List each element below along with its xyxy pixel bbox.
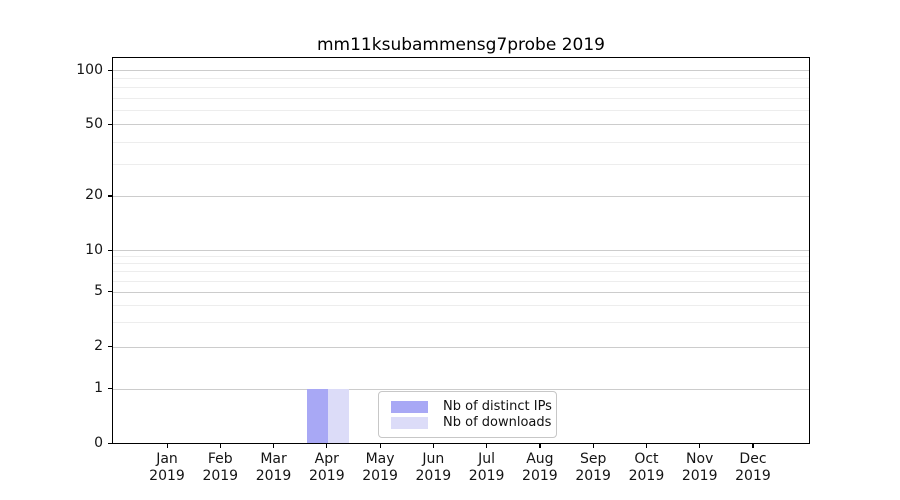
x-tick-mark	[273, 444, 275, 448]
bar-nb-of-distinct-ips-apr	[306, 388, 328, 443]
x-tick-label-oct: Oct 2019	[628, 451, 665, 484]
bar-nb-of-downloads-apr	[327, 388, 349, 443]
x-tick-mark	[166, 444, 168, 448]
x-tick-label-jun: Jun 2019	[415, 451, 452, 484]
x-tick-label-may: May 2019	[362, 451, 398, 484]
minor-gridline	[113, 256, 809, 258]
y-tick-label: 2	[94, 338, 103, 355]
x-tick-mark	[592, 444, 594, 448]
y-tick-label: 0	[94, 435, 103, 451]
minor-gridline	[113, 141, 809, 143]
x-tick-mark	[486, 444, 488, 448]
y-tick-mark	[108, 388, 112, 390]
minor-gridline	[113, 87, 809, 89]
major-gridline	[113, 195, 809, 197]
minor-gridline	[113, 280, 809, 282]
y-tick-label: 50	[85, 115, 103, 132]
plot-area	[112, 57, 810, 444]
y-tick-label: 1	[94, 380, 103, 396]
x-tick-label-feb: Feb 2019	[202, 451, 239, 484]
major-gridline	[113, 250, 809, 251]
y-tick-label: 5	[94, 283, 103, 300]
legend-swatch-distinct-ips	[391, 400, 428, 413]
minor-gridline	[113, 263, 809, 265]
x-tick-label-jan: Jan 2019	[149, 451, 185, 484]
x-tick-label-nov: Nov 2019	[681, 451, 718, 484]
x-tick-label-sep: Sep 2019	[575, 451, 611, 484]
x-tick-mark	[219, 444, 221, 448]
y-tick-mark	[108, 195, 112, 197]
major-gridline	[113, 388, 809, 390]
legend-label-distinct-ips: Nb of distinct IPs	[443, 399, 552, 414]
y-tick-mark	[108, 346, 112, 348]
major-gridline	[113, 70, 809, 71]
y-tick-mark	[108, 443, 112, 445]
minor-gridline	[113, 164, 809, 166]
y-tick-mark	[108, 69, 112, 71]
major-gridline	[113, 124, 809, 126]
x-tick-label-jul: Jul 2019	[468, 451, 505, 484]
minor-gridline	[113, 305, 809, 307]
y-tick-mark	[108, 291, 112, 293]
x-tick-mark	[432, 444, 435, 448]
minor-gridline	[113, 271, 809, 273]
x-tick-label-dec: Dec 2019	[735, 451, 771, 484]
y-tick-mark	[108, 123, 112, 125]
y-tick-label: 100	[76, 61, 103, 78]
minor-gridline	[113, 109, 809, 111]
x-tick-label-aug: Aug 2019	[522, 451, 558, 484]
x-tick-mark	[699, 444, 701, 448]
y-tick-mark	[108, 249, 112, 251]
legend-label-downloads: Nb of downloads	[443, 415, 552, 430]
minor-gridline	[113, 97, 809, 99]
y-tick-label: 20	[85, 187, 103, 204]
minor-gridline	[113, 322, 809, 324]
x-tick-mark	[326, 444, 328, 448]
x-tick-mark	[752, 444, 754, 448]
legend-swatch-downloads	[391, 416, 428, 429]
chart-title: mm11ksubammensg7probe 2019	[317, 35, 605, 55]
x-tick-mark	[645, 444, 648, 448]
minor-gridline	[113, 78, 809, 80]
legend: Nb of distinct IPs Nb of downloads	[378, 391, 557, 438]
x-tick-label-apr: Apr 2019	[308, 451, 345, 484]
y-tick-label: 10	[85, 241, 103, 258]
x-tick-label-mar: Mar 2019	[255, 451, 292, 484]
x-tick-mark	[379, 444, 381, 448]
legend-item-downloads: Nb of downloads	[391, 415, 552, 430]
major-gridline	[113, 346, 809, 348]
x-tick-mark	[539, 444, 541, 448]
major-gridline	[113, 291, 809, 293]
legend-item-distinct-ips: Nb of distinct IPs	[391, 399, 552, 414]
